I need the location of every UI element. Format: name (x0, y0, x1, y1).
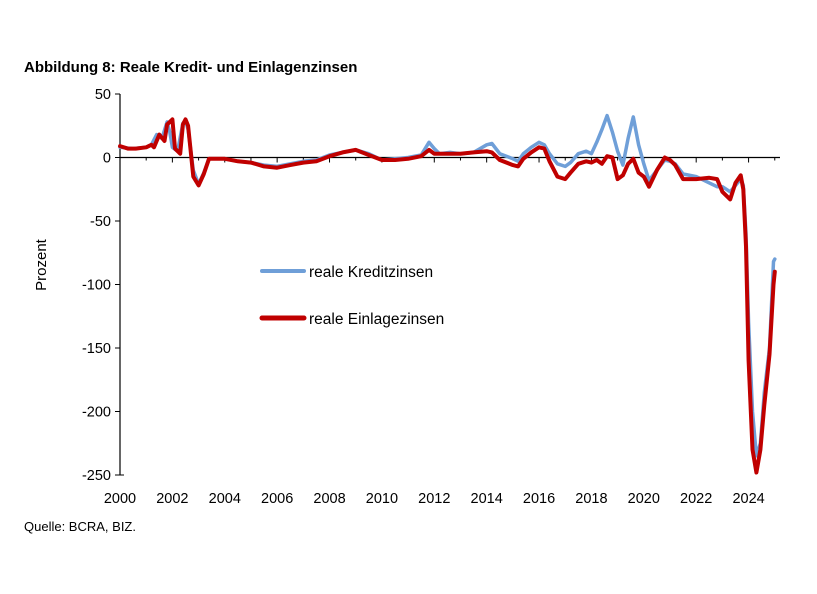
chart-title: Abbildung 8: Reale Kredit- und Einlagenz… (24, 59, 358, 76)
legend-entry: reale Einlagezinsen (309, 311, 444, 328)
legend-entry: reale Kreditzinsen (309, 264, 433, 281)
y-tick-label: -250 (82, 468, 111, 484)
x-tick-label: 2012 (418, 491, 450, 507)
y-axis-label: Prozent (33, 238, 50, 291)
legend: reale Kreditzinsen reale Einlagezinsen (259, 264, 444, 328)
source-note: Quelle: BCRA, BIZ. (24, 519, 136, 534)
x-tick-label: 2008 (313, 491, 345, 507)
x-tick-label: 2016 (523, 491, 555, 507)
y-tick-label: 0 (103, 151, 111, 167)
x-tick-label: 2018 (575, 491, 607, 507)
x-tick-label: 2022 (680, 491, 712, 507)
y-tick-label: -50 (90, 214, 111, 230)
x-tick-label: 2004 (209, 491, 241, 507)
x-tick-label: 2002 (156, 491, 188, 507)
x-tick-label: 2014 (471, 491, 503, 507)
y-tick-label: 50 (95, 87, 111, 103)
axes: 50 0 -50 -100 -150 -200 -250 2000 2002 2004 2006 20… (33, 87, 780, 507)
series-line-einlagezinsen (118, 117, 777, 475)
y-tick-label: -100 (82, 278, 111, 294)
y-tick-label: -200 (82, 405, 111, 421)
series-lines (118, 113, 777, 475)
x-tick-label: 2000 (104, 491, 136, 507)
x-tick-label: 2020 (628, 491, 660, 507)
y-tick-label: -150 (82, 341, 111, 357)
x-tick-label: 2010 (366, 491, 398, 507)
x-tick-label: 2006 (261, 491, 293, 507)
x-tick-label: 2024 (732, 491, 764, 507)
